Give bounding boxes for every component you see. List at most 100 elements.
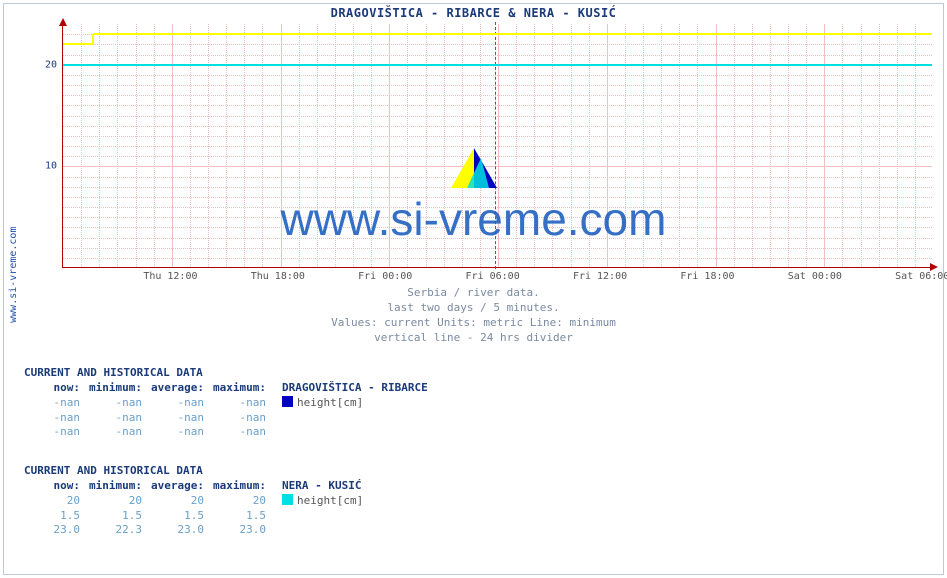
metric-label: height[cm] xyxy=(297,494,363,507)
x-gridline xyxy=(534,24,535,267)
series-line xyxy=(63,64,932,66)
legend-swatch-icon xyxy=(282,396,293,407)
x-gridline xyxy=(607,24,608,267)
x-gridline xyxy=(281,24,282,267)
x-gridline xyxy=(317,24,318,267)
table-cell: 23.0 xyxy=(148,523,210,538)
data-table: now:minimum:average:maximum: DRAGOVIŠTIC… xyxy=(24,381,434,440)
x-gridline xyxy=(81,24,82,267)
table-cell xyxy=(272,425,434,440)
column-header: maximum: xyxy=(210,479,272,494)
legend-swatch-icon xyxy=(282,494,293,505)
table-cell: -nan xyxy=(24,425,86,440)
x-gridline xyxy=(752,24,753,267)
y-axis-tick-label: 20 xyxy=(45,59,57,70)
table-cell: -nan xyxy=(24,396,86,411)
table-row: -nan-nan-nan-nanheight[cm] xyxy=(24,396,434,411)
table-cell: 23.0 xyxy=(24,523,86,538)
table-cell xyxy=(272,523,369,538)
chart-title: DRAGOVIŠTICA - RIBARCE & NERA - KUSIĆ xyxy=(0,6,947,20)
table-row: -nan-nan-nan-nan xyxy=(24,411,434,426)
x-gridline xyxy=(154,24,155,267)
table-row: now:minimum:average:maximum: DRAGOVIŠTIC… xyxy=(24,381,434,396)
x-gridline xyxy=(353,24,354,267)
table-cell: 20 xyxy=(24,494,86,509)
x-axis-tick-label: Thu 12:00 xyxy=(143,271,197,282)
x-gridline xyxy=(480,24,481,267)
chart-caption: Serbia / river data. last two days / 5 m… xyxy=(0,286,947,345)
x-axis-tick-label: Fri 00:00 xyxy=(358,271,412,282)
x-gridline xyxy=(643,24,644,267)
x-gridline xyxy=(244,24,245,267)
x-gridline xyxy=(99,24,100,267)
table-cell: 20 xyxy=(210,494,272,509)
table-cell: -nan xyxy=(86,396,148,411)
table-cell: 22.3 xyxy=(86,523,148,538)
x-gridline xyxy=(426,24,427,267)
metric-label-cell: height[cm] xyxy=(272,494,369,509)
x-gridline xyxy=(407,24,408,267)
x-gridline xyxy=(335,24,336,267)
table-cell: 20 xyxy=(148,494,210,509)
x-gridline xyxy=(625,24,626,267)
column-header: maximum: xyxy=(210,381,272,396)
series-line xyxy=(93,33,932,35)
x-gridline xyxy=(516,24,517,267)
x-gridline xyxy=(172,24,173,267)
table-cell: 1.5 xyxy=(148,509,210,524)
caption-line: vertical line - 24 hrs divider xyxy=(0,331,947,346)
x-gridline xyxy=(389,24,390,267)
x-axis-tick-label: Sat 00:00 xyxy=(788,271,842,282)
data-block-2: CURRENT AND HISTORICAL DATAnow:minimum:a… xyxy=(24,464,369,538)
column-header: average: xyxy=(148,479,210,494)
x-axis-arrow-icon xyxy=(930,263,938,271)
station-name: DRAGOVIŠTICA - RIBARCE xyxy=(272,381,434,396)
x-axis-tick-label: Fri 18:00 xyxy=(680,271,734,282)
x-gridline xyxy=(589,24,590,267)
y-axis-tick-label: 10 xyxy=(45,161,57,172)
column-header: average: xyxy=(148,381,210,396)
x-gridline xyxy=(136,24,137,267)
x-axis-tick-label: Thu 18:00 xyxy=(251,271,305,282)
x-gridline xyxy=(117,24,118,267)
table-cell: -nan xyxy=(24,411,86,426)
column-header: now: xyxy=(24,381,86,396)
x-gridline xyxy=(444,24,445,267)
column-header: minimum: xyxy=(86,479,148,494)
caption-line: Values: current Units: metric Line: mini… xyxy=(0,316,947,331)
x-gridline xyxy=(861,24,862,267)
divider-24h xyxy=(495,22,496,269)
x-gridline xyxy=(716,24,717,267)
x-gridline xyxy=(299,24,300,267)
x-gridline xyxy=(190,24,191,267)
x-gridline xyxy=(552,24,553,267)
table-cell: -nan xyxy=(148,396,210,411)
x-gridline xyxy=(770,24,771,267)
x-gridline xyxy=(806,24,807,267)
x-gridline xyxy=(697,24,698,267)
table-cell: 23.0 xyxy=(210,523,272,538)
table-cell: -nan xyxy=(86,425,148,440)
table-row: 23.022.323.023.0 xyxy=(24,523,369,538)
table-cell: -nan xyxy=(86,411,148,426)
data-block-header: CURRENT AND HISTORICAL DATA xyxy=(24,366,434,381)
x-axis-tick-label: Sat 06:00 xyxy=(895,271,947,282)
table-cell: 1.5 xyxy=(24,509,86,524)
x-axis-tick-label: Fri 12:00 xyxy=(573,271,627,282)
data-block-header: CURRENT AND HISTORICAL DATA xyxy=(24,464,369,479)
table-cell: -nan xyxy=(148,425,210,440)
table-cell xyxy=(272,509,369,524)
x-gridline xyxy=(879,24,880,267)
metric-label: height[cm] xyxy=(297,396,363,409)
table-row: 1.51.51.51.5 xyxy=(24,509,369,524)
table-cell: 20 xyxy=(86,494,148,509)
table-cell: 1.5 xyxy=(210,509,272,524)
caption-line: Serbia / river data. xyxy=(0,286,947,301)
series-line xyxy=(92,34,94,44)
x-gridline xyxy=(824,24,825,267)
y-axis-arrow-icon xyxy=(59,18,67,26)
x-gridline xyxy=(371,24,372,267)
x-gridline xyxy=(226,24,227,267)
metric-label-cell: height[cm] xyxy=(272,396,434,411)
x-axis-tick-label: Fri 06:00 xyxy=(466,271,520,282)
